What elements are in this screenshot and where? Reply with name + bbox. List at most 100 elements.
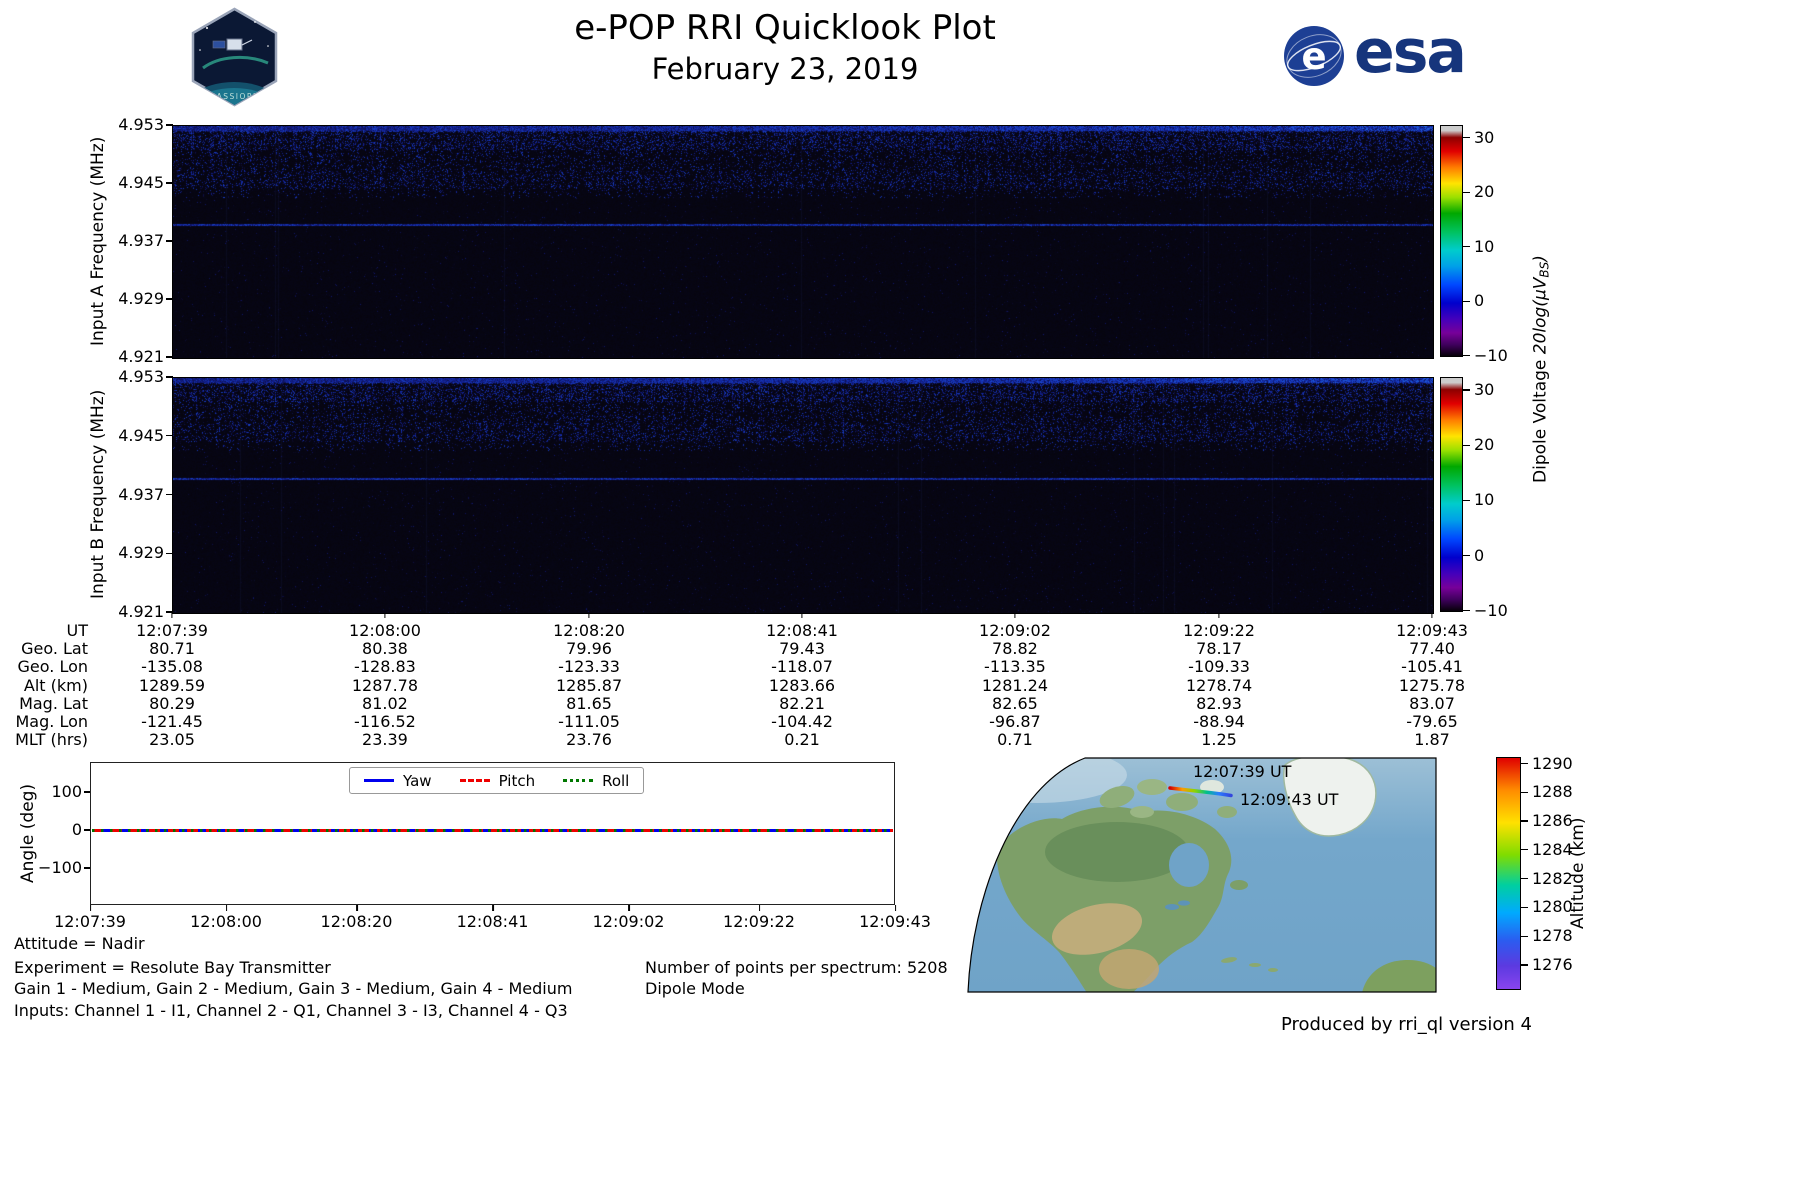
legend-item-yaw: Yaw [364,772,432,790]
altitude-colorbar [1496,757,1521,990]
esa-globe-icon: e [1284,26,1344,86]
ephemeris-value: 0.71 [997,730,1033,750]
angle-tick: 0 [71,820,92,840]
ephemeris-value: 0.21 [784,730,820,750]
ephemeris-value: 12:08:00 [349,621,421,640]
altitude-colorbar-tick: 1276 [1521,956,1573,973]
ephemeris-value: -116.52 [354,711,416,731]
ephemeris-value: 80.29 [149,693,195,713]
altitude-colorbar-tick: 1280 [1521,899,1573,915]
dipole-colorbar-tick: 0 [1463,293,1484,309]
ephemeris-value: 1.25 [1201,730,1237,750]
ephemeris-value: 12:07:39 [136,621,208,640]
ground-track-map [967,757,1437,993]
ephemeris-value: -79.65 [1406,711,1458,731]
dipole-colorbar-b-ticks: 30 20 10 0 −10 [1463,377,1533,618]
ephemeris-value: 23.76 [566,730,612,750]
attitude-xtick: 12:09:43 [859,905,931,931]
spectrogram-x-tickmarks [171,613,1433,621]
dipole-colorbar-tick: 20 [1463,184,1494,200]
altitude-colorbar-tick: 1278 [1521,928,1573,944]
southwest-desert [1051,903,1143,955]
cassiope-mission-logo: CASSIOPE [185,6,284,111]
ephemeris-value: -128.83 [354,657,416,677]
ephemeris-value: 1275.78 [1398,675,1466,695]
ephemeris-value: 1.87 [1414,730,1450,750]
experiment-note: Experiment = Resolute Bay Transmitter [14,958,331,977]
ephemeris-row: Mag. Lon -121.45 -116.52 -111.05 -104.42 -96.… [0,711,1600,731]
satellite-track [1168,786,1233,798]
ephemeris-value: 82.93 [1196,693,1242,713]
attitude-note: Attitude = Nadir [14,934,145,953]
spectrogram-input-b [172,377,1434,614]
ephemeris-value: 1285.87 [555,675,623,695]
dipole-colorbar-label-math: 20log(μV [1530,277,1551,355]
dipole-colorbar-a [1440,125,1463,357]
altitude-colorbar-ticks: 1290 1288 1286 1284 1282 1280 1278 1276 [1521,755,1591,990]
angle-tick: −100 [38,858,91,878]
roll-legend-label: Roll [602,771,630,790]
ephemeris-value: 23.05 [149,730,195,750]
ephemeris-value: 1278.74 [1185,675,1253,695]
input-b-freq-ticks: 4.953 4.945 4.937 4.929 4.921 [96,369,173,620]
ephemeris-row: Geo. Lon -135.08 -128.83 -123.33 -118.07 -113… [0,657,1600,677]
altitude-colorbar-label: Altitude (km) [1568,817,1588,930]
ephemeris-value: 23.39 [362,730,408,750]
dipole-colorbar-a-ticks: 30 20 10 0 −10 [1463,125,1533,363]
pitch-legend-label: Pitch [498,771,536,790]
esa-globe-e: e [1301,35,1326,78]
ephemeris-value: 82.21 [779,693,825,713]
ephemeris-value: 83.07 [1409,693,1455,713]
ephemeris-value: 1287.78 [351,675,419,695]
yaw-line-swatch [364,779,394,782]
ephemeris-value: 1289.59 [138,675,206,695]
ephemeris-value: 12:09:43 [1396,621,1468,640]
roll-line [92,829,893,832]
altitude-colorbar-tick: 1282 [1521,870,1573,887]
spectrogram-xtick-mark [1218,613,1220,618]
plot-title: e-POP RRI Quicklook Plot [574,8,996,48]
ephemeris-value: -88.94 [1193,711,1245,731]
ephemeris-value: 77.40 [1409,639,1455,659]
inputs-note: Inputs: Channel 1 - I1, Channel 2 - Q1, … [14,1001,568,1020]
ephemeris-row-label: Geo. Lon [17,657,88,677]
attitude-xtick: 12:08:41 [456,905,529,931]
track-end-label: 12:09:43 UT [1240,790,1339,809]
ephemeris-row: UT 12:07:39 12:08:00 12:08:20 12:08:41 12:09:… [0,621,1600,640]
spectrogram-input-a [172,125,1434,359]
plot-date: February 23, 2019 [651,52,919,86]
dipole-colorbar-tick: 10 [1463,492,1494,508]
track-start-label: 12:07:39 UT [1193,762,1292,781]
ephemeris-value: 12:09:02 [979,621,1051,640]
dipole-colorbar-tick: 10 [1463,238,1494,255]
greenland [1283,758,1377,837]
legend-item-roll: Roll [563,772,629,790]
points-note: Number of points per spectrum: 5208 [645,958,948,977]
ephemeris-row: Geo. Lat 80.71 80.38 79.96 79.43 78.82 78.17 77… [0,639,1600,659]
attitude-yticks: 100 0 −100 [20,762,92,905]
esa-wordmark: esa [1354,17,1467,87]
ephemeris-value: 80.38 [362,639,408,659]
ephemeris-value: 78.82 [992,639,1038,659]
ephemeris-value: 82.65 [992,693,1038,713]
ephemeris-value: 79.43 [779,639,825,659]
ephemeris-row-label: Geo. Lat [21,639,88,659]
freq-tick: 4.953 [118,367,173,386]
dipole-colorbar-tick: 20 [1463,437,1494,453]
ephemeris-value: -113.35 [984,657,1046,677]
ephemeris-value: 12:08:20 [553,621,625,640]
ephemeris-value: -111.05 [558,711,620,731]
yaw-legend-label: Yaw [403,771,432,790]
dipole-colorbar-label: Dipole Voltage 20log(μVBS) [1528,125,1554,613]
dipole-colorbar-label-suffix: ) [1530,255,1551,262]
spectrogram-xtick-mark [588,613,590,618]
freq-tick: 4.937 [118,484,173,504]
altitude-colorbar-tick: 1284 [1521,841,1573,858]
ephemeris-row-label: Alt (km) [23,675,88,695]
ephemeris-value: -121.45 [141,711,203,731]
patch-aurora [202,55,269,70]
ephemeris-value: 79.96 [566,639,612,659]
altitude-colorbar-tick: 1286 [1521,813,1573,829]
dipole-colorbar-tick: −10 [1463,602,1508,619]
